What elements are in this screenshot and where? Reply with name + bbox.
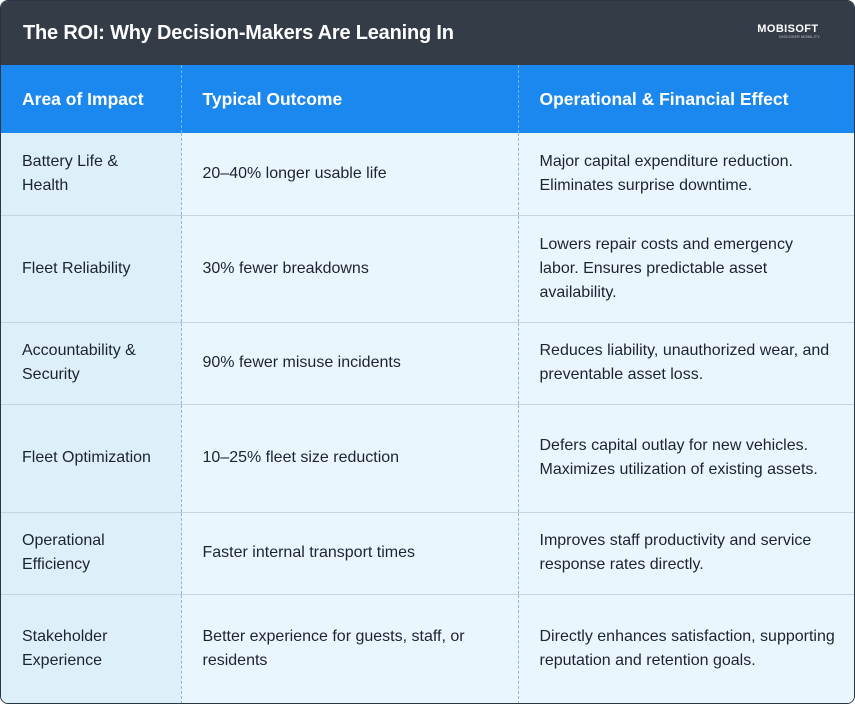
logo-wordmark: MOBISOFT [757, 22, 819, 35]
table-row: Accountability & Security 90% fewer misu… [1, 321, 854, 404]
table-row: Fleet Reliability 30% fewer breakdowns L… [1, 214, 854, 322]
cell-outcome: Better experience for guests, staff, or … [180, 593, 518, 703]
cell-area: Accountability & Security [1, 321, 181, 404]
page-title: The ROI: Why Decision-Makers Are Leaning… [23, 21, 454, 44]
table-row: Stakeholder Experience Better experience… [1, 593, 854, 703]
cell-effect: Improves staff productivity and service … [517, 511, 854, 594]
title-bar: The ROI: Why Decision-Makers Are Leaning… [1, 1, 854, 65]
table-row: Battery Life & Health 20–40% longer usab… [1, 133, 854, 215]
cell-effect: Directly enhances satisfaction, supporti… [517, 593, 854, 703]
column-header-effect: Operational & Financial Effect [517, 65, 854, 133]
cell-area: Operational Efficiency [1, 511, 181, 594]
cell-outcome: 90% fewer misuse incidents [180, 321, 518, 404]
cell-effect: Defers capital outlay for new vehicles. … [517, 403, 854, 512]
table-row: Fleet Optimization 10–25% fleet size red… [1, 403, 854, 512]
logo-tagline: DISCOVER MOBILITY [779, 34, 820, 39]
cell-outcome: Faster internal transport times [180, 511, 518, 594]
cell-effect: Lowers repair costs and emergency labor.… [517, 214, 854, 322]
column-header-outcome: Typical Outcome [180, 65, 518, 133]
cell-outcome: 20–40% longer usable life [180, 133, 518, 215]
cell-area: Battery Life & Health [1, 133, 181, 215]
cell-area: Stakeholder Experience [1, 593, 181, 703]
cell-area: Fleet Optimization [1, 403, 181, 512]
column-header-area: Area of Impact [22, 88, 144, 109]
cell-outcome: 10–25% fleet size reduction [180, 403, 518, 512]
cell-effect: Major capital expenditure reduction. Eli… [517, 133, 854, 215]
cell-area: Fleet Reliability [1, 214, 181, 322]
table-row: Operational Efficiency Faster internal t… [1, 511, 854, 594]
brand-logo: MOBISOFT DISCOVER MOBILITY [757, 23, 820, 40]
cell-outcome: 30% fewer breakdowns [180, 214, 518, 322]
table-header-row: Area of Impact Typical Outcome Operation… [1, 65, 854, 133]
cell-effect: Reduces liability, unauthorized wear, an… [517, 321, 854, 404]
roi-table: Area of Impact Typical Outcome Operation… [1, 65, 854, 703]
